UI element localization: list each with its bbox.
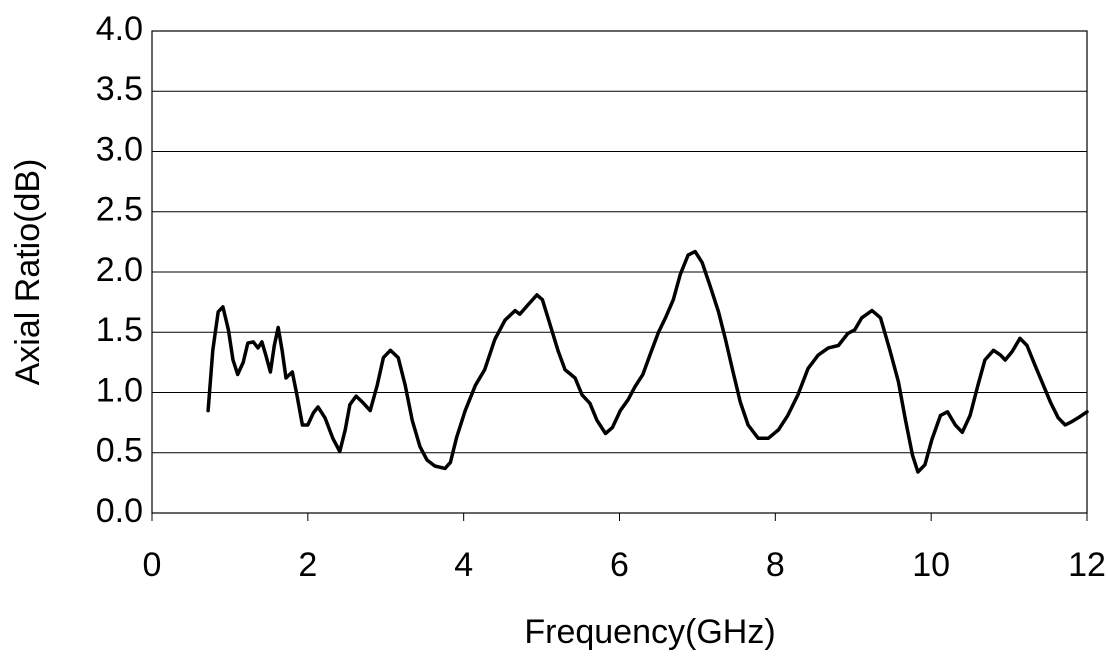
x-tick-label: 12 (1068, 546, 1106, 584)
x-tick-label: 6 (610, 546, 629, 584)
x-tick-label: 10 (912, 546, 950, 584)
y-tick-label: 1.0 (96, 371, 143, 409)
y-tick-label: 0.5 (96, 432, 143, 470)
y-tick-label: 3.5 (96, 70, 143, 108)
y-tick-label: 2.0 (96, 251, 143, 289)
y-axis-title: Axial Ratio(dB) (9, 159, 47, 386)
y-tick-label: 0.0 (96, 492, 143, 530)
y-tick-label: 3.0 (96, 130, 143, 168)
x-tick-label: 4 (454, 546, 473, 584)
data-line (206, 249, 1089, 474)
x-tick-label: 2 (298, 546, 317, 584)
x-axis-title: Frequency(GHz) (524, 613, 775, 651)
x-tick-label: 8 (766, 546, 785, 584)
y-tick-label: 2.5 (96, 191, 143, 229)
y-tick-label: 4.0 (96, 10, 143, 48)
plot-frame (151, 30, 1088, 514)
x-tick-label: 0 (143, 546, 162, 584)
y-tick-label: 1.5 (96, 311, 143, 349)
